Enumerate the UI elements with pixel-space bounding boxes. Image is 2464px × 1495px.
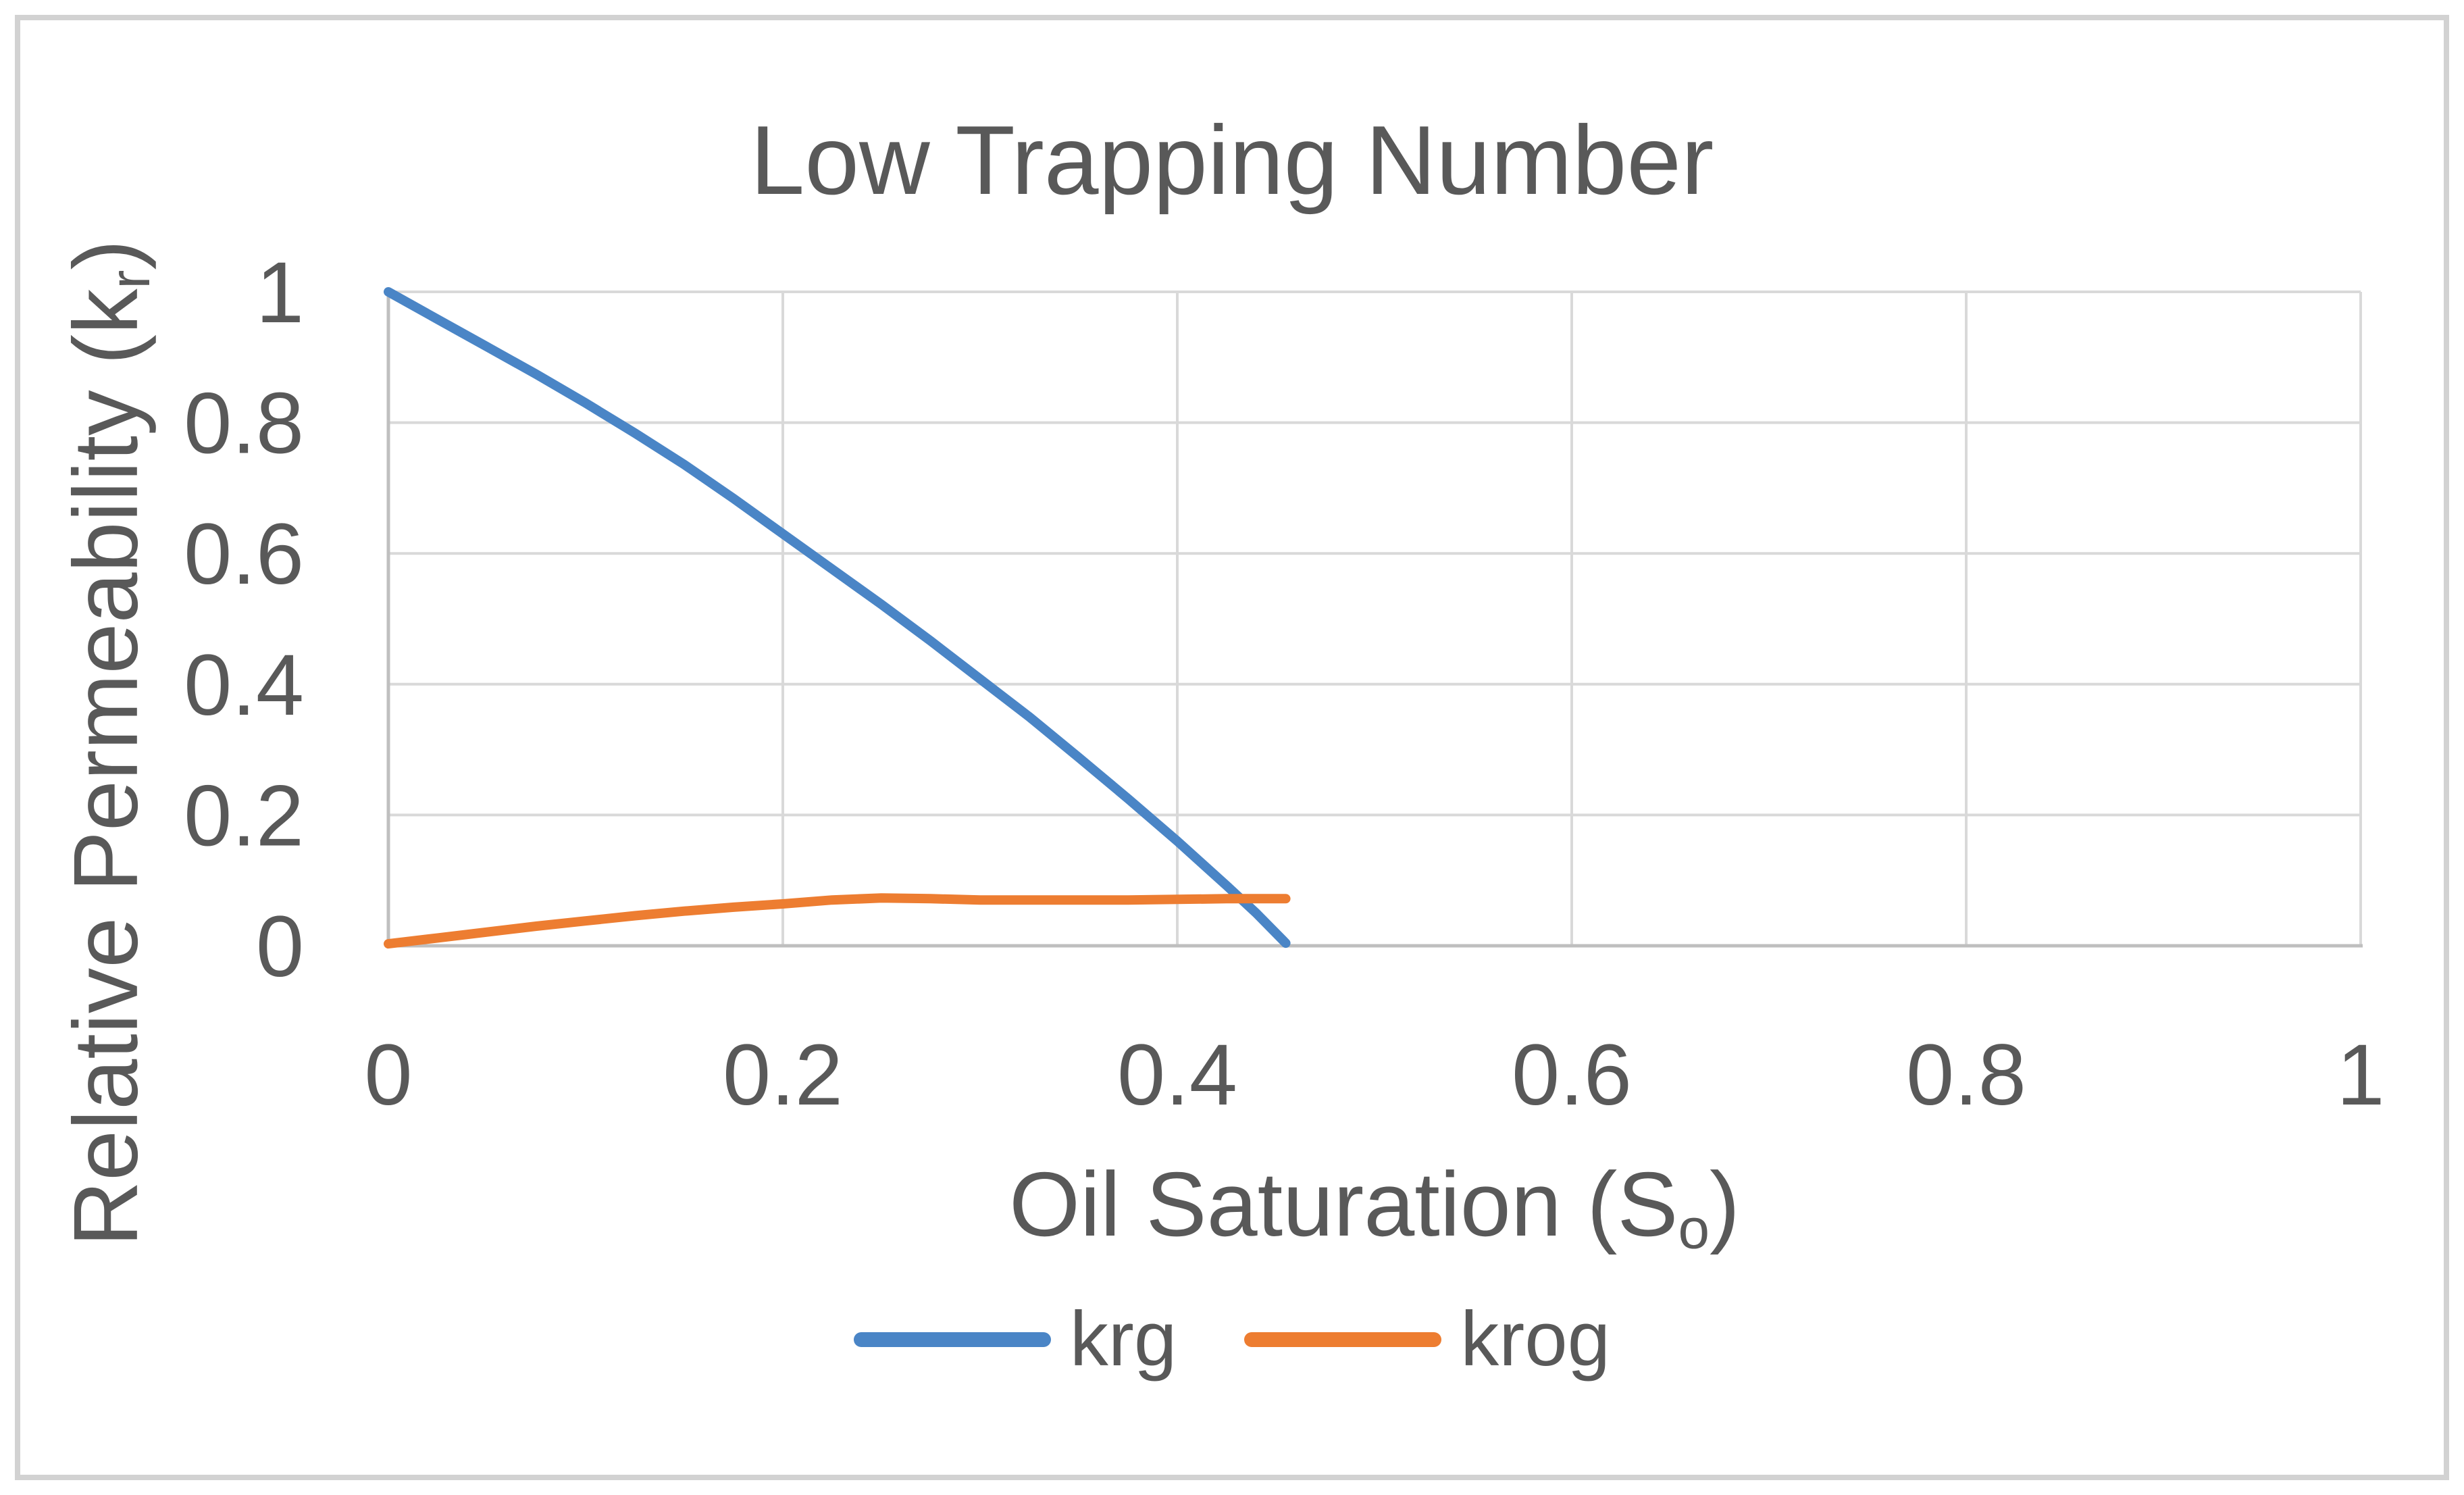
krog-curve bbox=[384, 893, 1291, 949]
x-axis-title-subscript: o bbox=[1678, 1196, 1710, 1261]
y-tick-label: 0.4 bbox=[184, 637, 304, 734]
krg-curve bbox=[384, 287, 1291, 948]
x-tick-label: 0.8 bbox=[1906, 1027, 2026, 1123]
x-axis-title: Oil Saturation (So) bbox=[388, 1152, 2361, 1261]
krog-line-swatch bbox=[1244, 1332, 1442, 1348]
chart-title: Low Trapping Number bbox=[750, 105, 1714, 215]
x-tick-label: 0 bbox=[364, 1027, 412, 1123]
x-tick-label: 0.4 bbox=[1117, 1027, 1237, 1123]
x-tick-label: 1 bbox=[2336, 1027, 2384, 1123]
y-tick-label: 1 bbox=[256, 245, 304, 341]
x-axis-title-close: ) bbox=[1710, 1153, 1740, 1255]
y-axis-title-text: Relative Permeability (k bbox=[54, 288, 157, 1247]
legend-label-krog: krog bbox=[1460, 1296, 1611, 1382]
x-axis-title-text: Oil Saturation (S bbox=[1009, 1153, 1678, 1255]
legend-item-krog: krog bbox=[1244, 1294, 1610, 1386]
y-axis-title: Relative Permeability (kr) bbox=[53, 240, 163, 1247]
krg-line-swatch bbox=[853, 1332, 1051, 1348]
chart-border bbox=[15, 15, 2449, 1480]
x-tick-label: 0.2 bbox=[723, 1027, 843, 1123]
y-tick-label: 0.2 bbox=[184, 767, 304, 864]
legend: krg krog bbox=[0, 1294, 2464, 1386]
y-tick-label: 0 bbox=[256, 898, 304, 995]
x-tick-label: 0.6 bbox=[1512, 1027, 1632, 1123]
legend-label-krg: krg bbox=[1069, 1296, 1177, 1382]
y-axis-title-subscript: r bbox=[98, 270, 162, 289]
y-tick-label: 0.6 bbox=[184, 506, 304, 603]
y-axis-title-close: ) bbox=[54, 239, 157, 270]
legend-item-krg: krg bbox=[853, 1294, 1177, 1386]
y-tick-label: 0.8 bbox=[184, 376, 304, 472]
